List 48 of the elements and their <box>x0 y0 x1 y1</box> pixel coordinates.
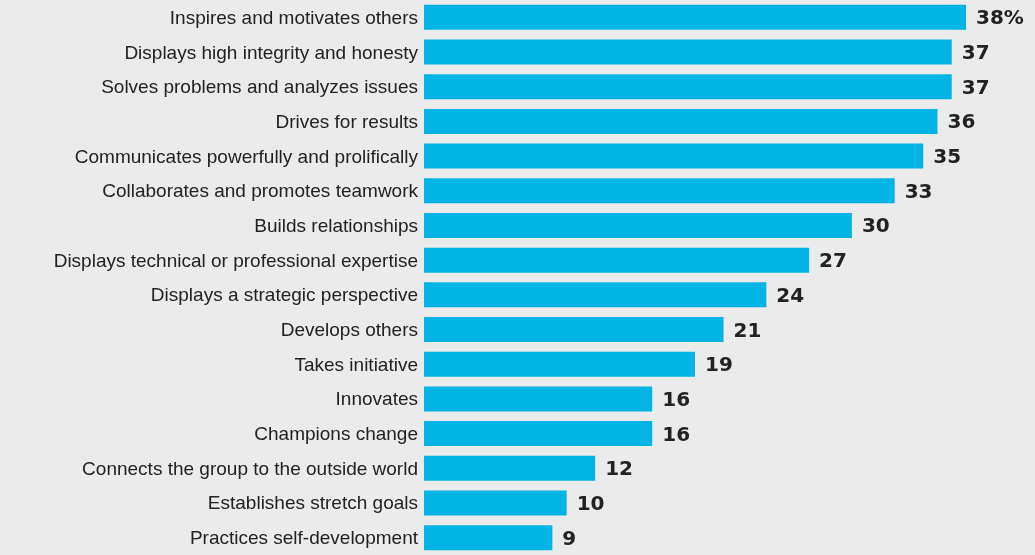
data-label: 24 <box>776 282 805 307</box>
data-label: 37 <box>961 40 990 65</box>
bar <box>424 282 767 308</box>
y-tick-label: Builds relationships <box>254 214 418 236</box>
bar <box>424 143 924 169</box>
data-label: 19 <box>705 352 733 377</box>
bar <box>424 386 653 412</box>
data-label: 16 <box>662 386 691 411</box>
data-label: 10 <box>576 490 605 515</box>
data-label: 16 <box>662 421 691 446</box>
bar <box>424 4 966 30</box>
y-tick-label: Innovates <box>335 388 418 410</box>
data-label: 9 <box>562 525 577 550</box>
bar <box>424 317 724 343</box>
y-tick-label: Drives for results <box>275 110 418 132</box>
bar <box>424 525 553 551</box>
bar <box>424 39 952 65</box>
y-tick-label: Develops others <box>280 319 418 341</box>
data-label: 35 <box>933 144 962 169</box>
y-tick-label: Displays a strategic perspective <box>150 284 418 306</box>
y-tick-label: Takes initiative <box>294 353 418 375</box>
y-tick-label: Solves problems and analyzes issues <box>101 76 418 98</box>
y-tick-label: Communicates powerfully and prolifically <box>74 145 419 167</box>
data-label: 27 <box>819 248 847 273</box>
y-tick-label: Establishes stretch goals <box>207 492 418 514</box>
y-tick-label: Displays high integrity and honesty <box>124 41 419 63</box>
data-label: 33 <box>904 178 933 203</box>
bar <box>424 74 952 100</box>
y-tick-label: Connects the group to the outside world <box>82 457 418 479</box>
bar <box>424 421 653 447</box>
y-tick-label: Inspires and motivates others <box>169 6 418 28</box>
bar <box>424 455 596 481</box>
y-tick-label: Displays technical or professional expertise <box>53 249 418 271</box>
data-label: 12 <box>605 456 633 481</box>
data-label: 30 <box>861 213 890 238</box>
data-label: 21 <box>733 317 762 342</box>
bar <box>424 108 938 134</box>
bar <box>424 178 895 204</box>
y-tick-label: Practices self-development <box>189 527 419 549</box>
data-label: 38% <box>976 5 1024 30</box>
data-label: 37 <box>961 74 990 99</box>
bar <box>424 351 695 377</box>
y-tick-label: Collaborates and promotes teamwork <box>102 180 419 202</box>
bar <box>424 490 567 516</box>
y-tick-label: Champions change <box>254 423 418 445</box>
bar <box>424 212 852 238</box>
data-label: 36 <box>947 109 976 134</box>
bar <box>424 247 810 273</box>
